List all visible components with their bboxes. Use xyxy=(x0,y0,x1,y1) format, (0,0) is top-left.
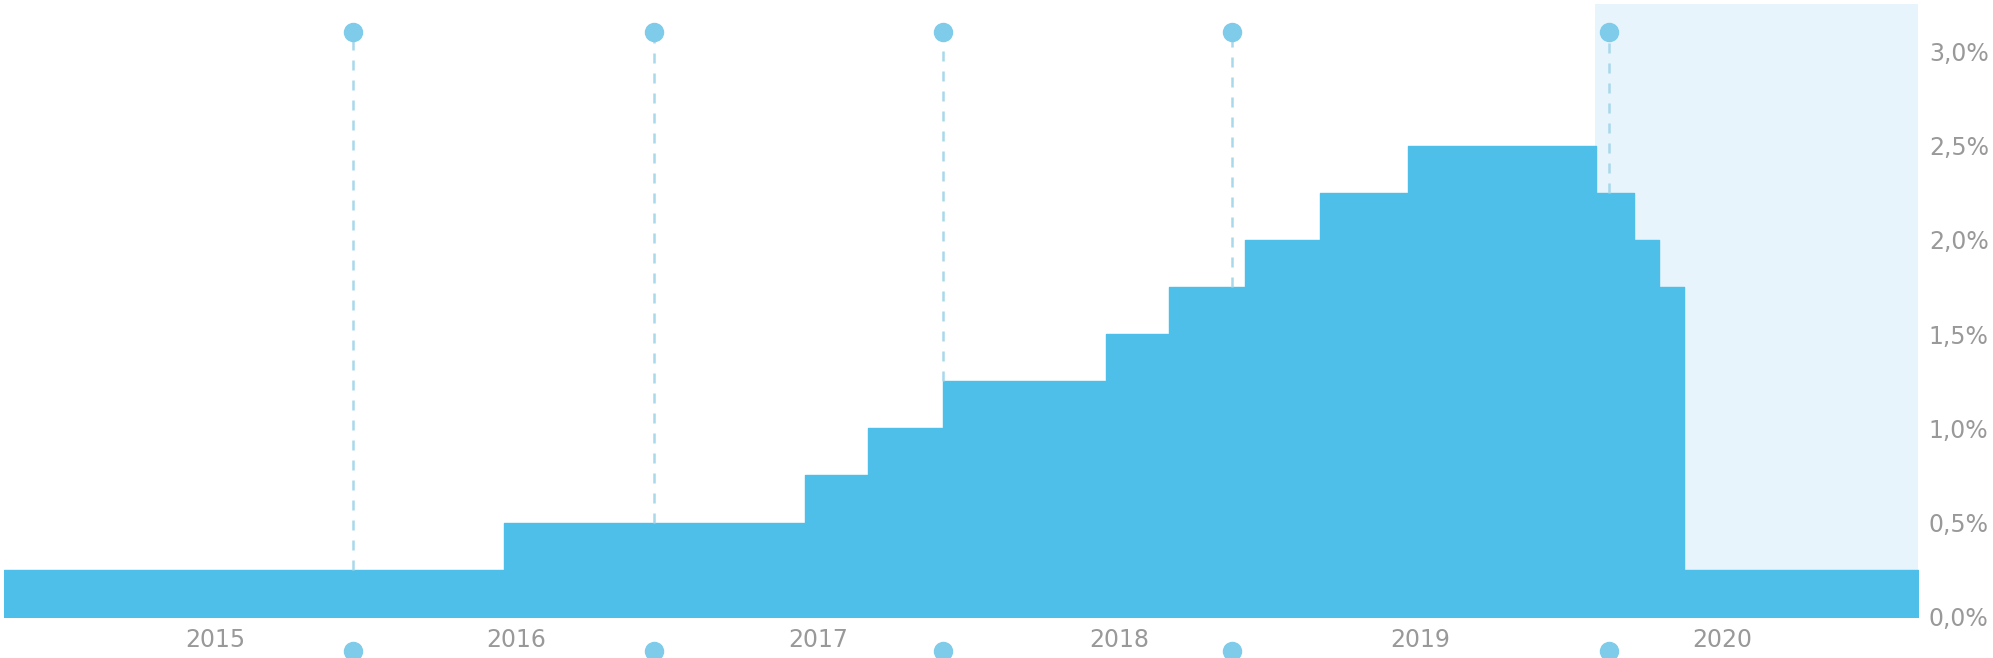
Bar xyxy=(1594,4,1917,617)
